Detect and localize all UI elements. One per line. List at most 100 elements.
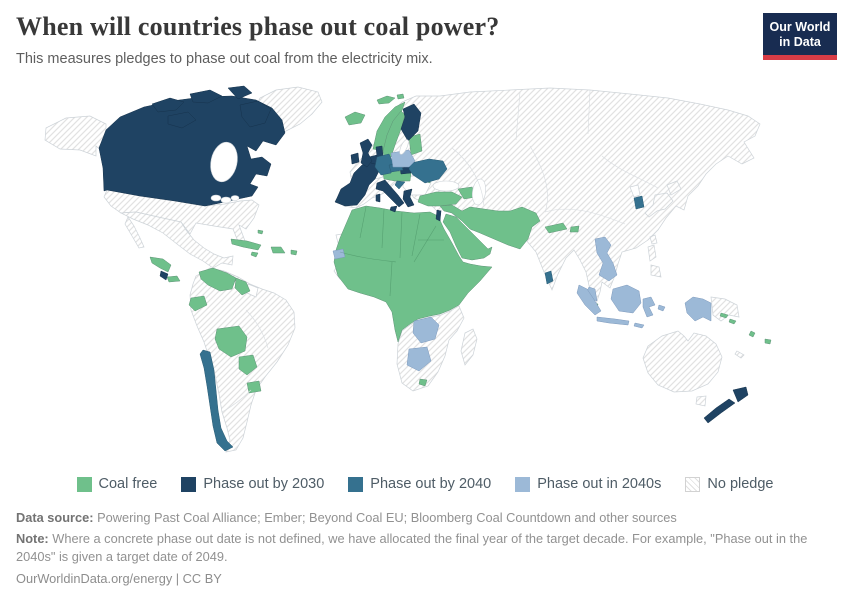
region-united-kingdom[interactable] [359,138,373,168]
region-hispaniola[interactable] [270,246,286,254]
region-senegal[interactable] [332,248,346,260]
region-panama[interactable] [166,275,181,283]
region-new-zealand-south[interactable] [703,398,736,424]
region-venezuela[interactable] [198,267,237,292]
page-title: When will countries phase out coal power… [16,12,500,41]
world-choropleth-map [44,85,772,453]
region-guyana[interactable] [234,277,251,296]
region-papua-new-guinea[interactable] [710,296,740,322]
owid-logo-line2: in Data [779,35,821,49]
hudson-bay [210,141,238,183]
region-bhutan[interactable] [569,225,580,233]
region-sulawesi[interactable] [642,296,656,318]
region-paraguay[interactable] [238,354,258,376]
coal-free-regions [149,93,772,394]
region-svalbard[interactable] [376,95,396,105]
region-sumatra[interactable] [576,284,602,316]
region-ukraine[interactable] [408,158,448,184]
legend-label: No pledge [707,476,774,492]
region-madagascar[interactable] [460,328,478,366]
owid-logo[interactable]: Our World in Data [763,13,837,60]
region-borneo[interactable] [610,284,642,314]
region-new-zealand-north[interactable] [732,386,749,403]
region-israel[interactable] [435,209,442,222]
region-bolivia[interactable] [214,325,248,358]
water-bodies [210,139,486,206]
legend-swatch-coal-free [76,476,92,492]
region-poland[interactable] [390,149,416,168]
region-solomon-islands-east[interactable] [728,318,737,325]
region-philippines-luzon[interactable] [647,244,657,262]
region-iceland[interactable] [344,111,366,126]
region-vanuatu[interactable] [748,330,756,338]
region-japan-hokkaido[interactable] [666,180,682,196]
region-vietnam-laos[interactable] [594,236,618,282]
region-greece[interactable] [402,188,415,208]
region-arabia[interactable] [442,213,493,261]
note-line: Note: Where a concrete phase out date is… [16,530,834,566]
region-solomon-islands[interactable] [719,312,729,319]
region-new-caledonia[interactable] [734,350,745,359]
region-west-papua[interactable] [684,296,712,322]
legend-swatch-no-pledge [685,476,701,492]
caspian-sea [472,178,486,206]
region-baja[interactable] [124,216,145,249]
region-denmark[interactable] [375,145,384,158]
region-sardinia[interactable] [375,193,381,203]
region-zambia[interactable] [412,316,440,344]
region-canada-arctic-1[interactable] [151,97,185,113]
region-lesotho[interactable] [418,378,428,387]
region-north-korea[interactable] [629,184,641,198]
region-nepal[interactable] [544,222,568,234]
region-svalbard-east[interactable] [396,93,405,100]
phase-out-2040-regions [199,153,645,452]
region-fiji[interactable] [764,338,772,345]
region-mexico[interactable] [119,211,234,269]
region-turkey[interactable] [417,191,463,207]
region-canada-arctic-3[interactable] [227,85,253,100]
region-java[interactable] [596,316,630,326]
region-cuba[interactable] [230,238,262,251]
region-australia[interactable] [642,330,723,393]
legend-item-coal-free[interactable]: Coal free [76,476,157,492]
legend-item-2040[interactable]: Phase out by 2040 [348,476,491,492]
phase-out-2030-regions [98,85,749,424]
region-ireland[interactable] [350,152,360,165]
region-victoria-island[interactable] [167,111,197,129]
region-baltics[interactable] [408,133,423,156]
region-sicily[interactable] [389,205,398,213]
legend-item-2030[interactable]: Phase out by 2030 [181,476,324,492]
chart-header: When will countries phase out coal power… [16,12,750,67]
region-south-korea[interactable] [633,195,645,210]
region-croatia[interactable] [394,180,406,190]
region-jamaica[interactable] [250,251,259,258]
region-germany[interactable] [374,153,394,176]
note-text: Where a concrete phase out date is not d… [16,531,808,565]
region-bahamas[interactable] [257,229,264,235]
region-finland[interactable] [400,103,422,142]
region-puerto-rico[interactable] [290,249,298,256]
data-source-text: Powering Past Coal Alliance; Ember; Beyo… [97,510,677,525]
legend-item-2040s[interactable]: Phase out in 2040s [515,476,661,492]
region-tasmania[interactable] [695,395,707,407]
region-taiwan[interactable] [649,234,658,245]
region-lesser-sunda[interactable] [633,322,645,329]
region-moluccas[interactable] [657,304,666,312]
region-baffin-island[interactable] [239,100,272,128]
region-ecuador[interactable] [188,295,208,312]
region-italy[interactable] [375,179,405,208]
citation-link[interactable]: OurWorldinData.org/energy | CC BY [16,571,222,587]
legend-item-no-pledge[interactable]: No pledge [685,476,773,492]
region-philippines-mindanao[interactable] [650,264,662,278]
region-canada-arctic-2[interactable] [189,89,223,104]
region-japan-honshu[interactable] [644,192,674,218]
region-uruguay[interactable] [246,380,262,394]
great-lake-2 [220,196,232,204]
region-chile[interactable] [199,349,234,452]
region-botswana[interactable] [406,346,432,372]
region-costa-rica[interactable] [159,270,169,281]
chart-subtitle: This measures pledges to phase out coal … [16,51,433,67]
region-honduras-nicaragua[interactable] [149,256,172,273]
region-sri-lanka[interactable] [544,270,554,285]
region-middle-east[interactable] [439,204,541,250]
